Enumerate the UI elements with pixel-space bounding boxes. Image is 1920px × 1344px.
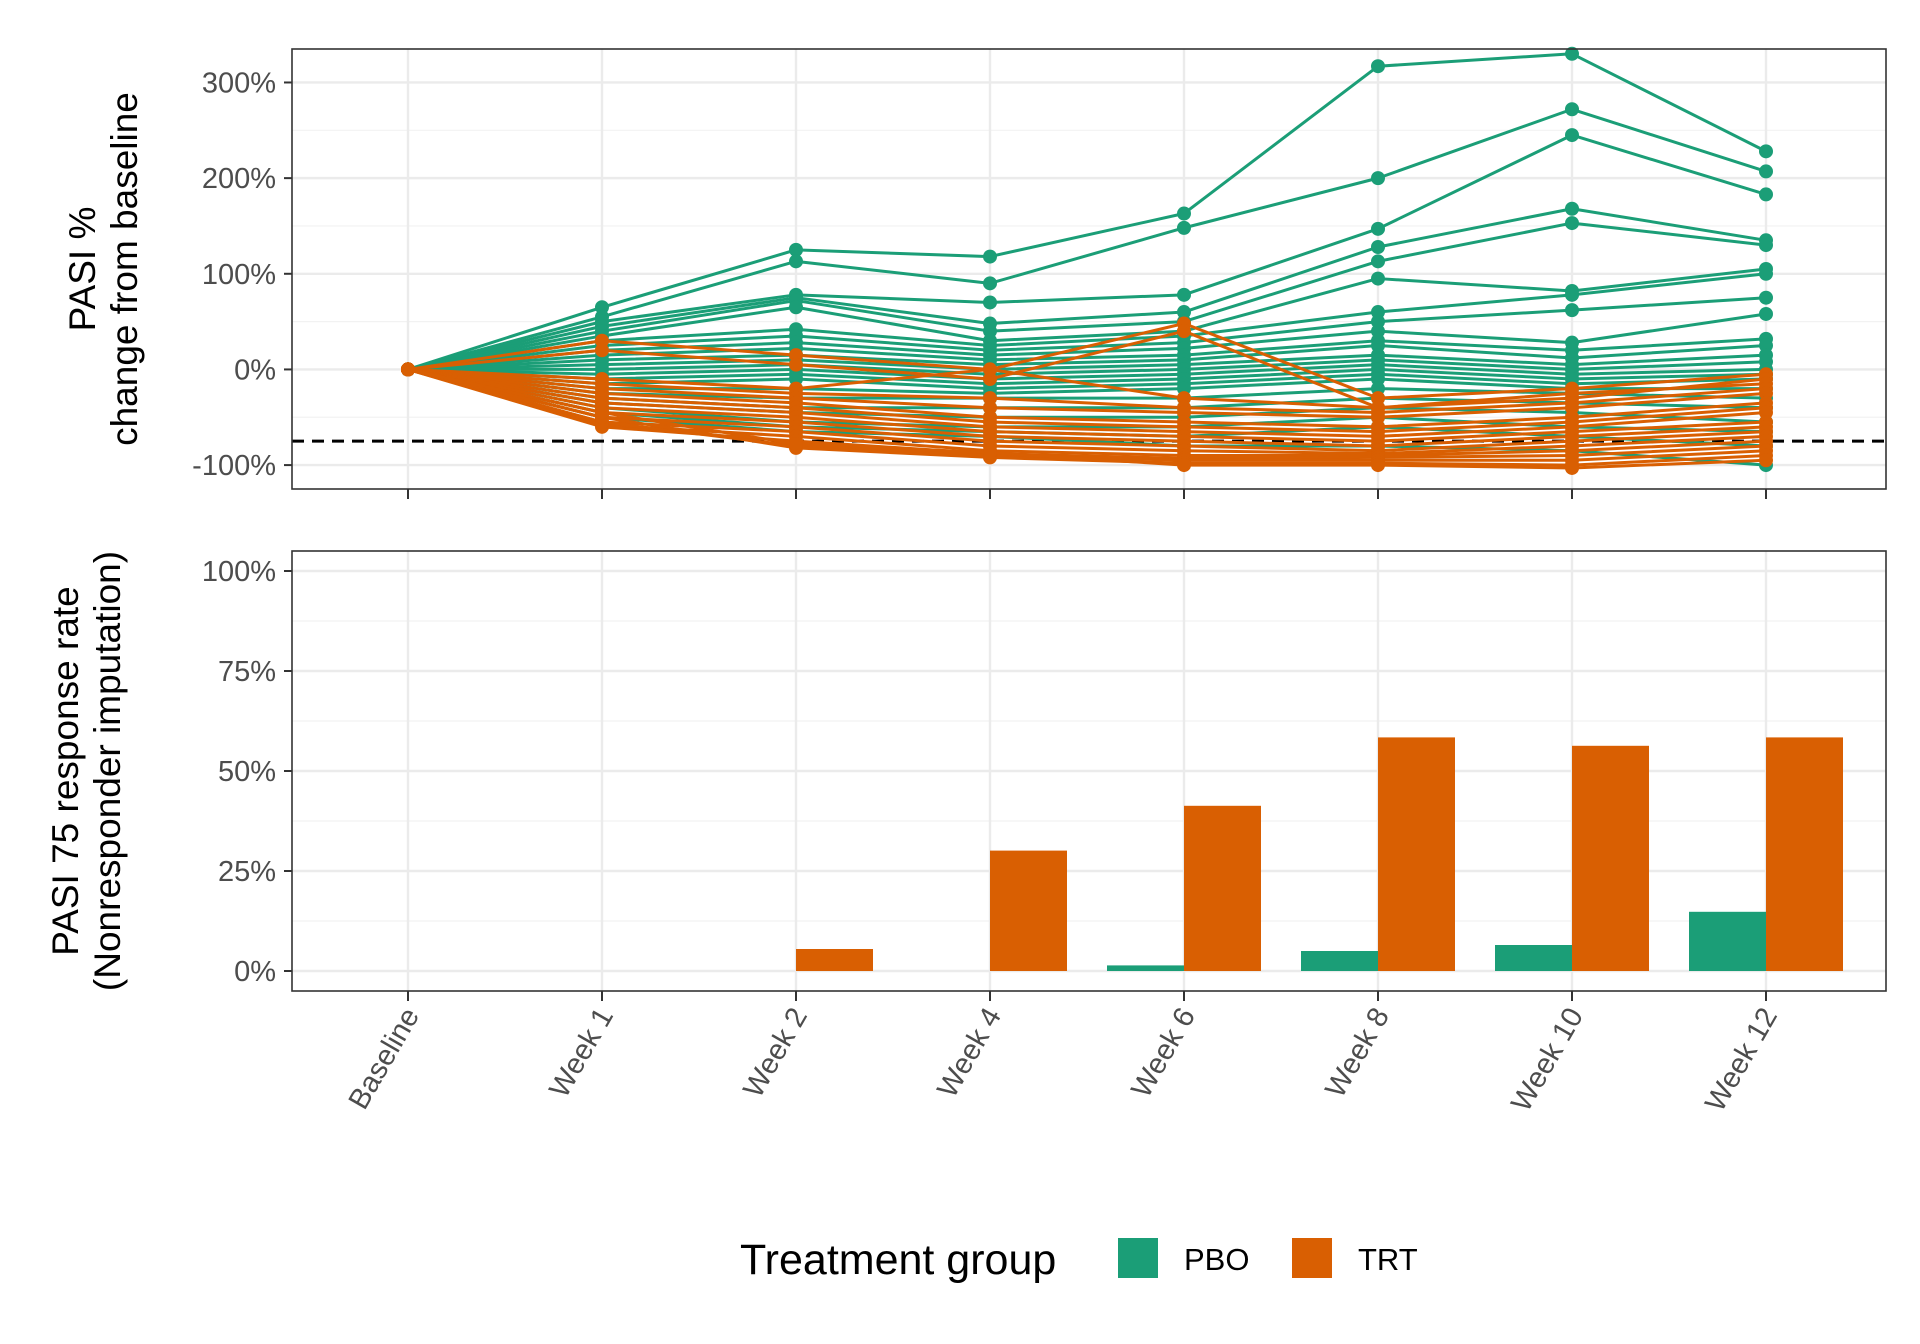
bar-trt: [1572, 746, 1649, 971]
y-tick-label: 100%: [202, 556, 276, 588]
data-point-trt: [789, 358, 803, 372]
data-point-pbo: [983, 250, 997, 264]
line-panel-y-title-line2: change from baseline: [104, 92, 145, 446]
legend-key-trt: [1292, 1238, 1332, 1278]
data-point-pbo: [1371, 254, 1385, 268]
bar-trt: [1766, 737, 1843, 971]
legend-label-trt: TRT: [1358, 1242, 1418, 1277]
data-point-pbo: [1177, 288, 1191, 302]
data-point-pbo: [1565, 202, 1579, 216]
data-point-pbo: [1759, 187, 1773, 201]
data-point-pbo: [1565, 216, 1579, 230]
data-point-trt: [1565, 461, 1579, 475]
bar-trt: [990, 851, 1067, 971]
bar-pbo: [1495, 945, 1572, 971]
data-point-pbo: [1177, 207, 1191, 221]
data-point-pbo: [1759, 291, 1773, 305]
data-point-pbo: [983, 276, 997, 290]
data-point-pbo: [1759, 238, 1773, 252]
bar-trt: [1184, 806, 1261, 971]
data-point-trt: [789, 437, 803, 451]
y-tick-label: 0%: [234, 956, 276, 988]
data-point-pbo: [983, 295, 997, 309]
y-tick-label: 25%: [218, 856, 276, 888]
data-point-pbo: [789, 254, 803, 268]
data-point-pbo: [1759, 307, 1773, 321]
legend-title: Treatment group: [740, 1236, 1056, 1284]
data-point-trt: [983, 362, 997, 376]
line-panel-y-title-line1: PASI %: [62, 207, 103, 332]
bar-pbo: [1689, 912, 1766, 971]
y-tick-label: 50%: [218, 756, 276, 788]
y-tick-label: 0%: [234, 354, 276, 386]
data-point-pbo: [1759, 144, 1773, 158]
data-point-trt: [401, 362, 415, 376]
data-point-pbo: [1371, 240, 1385, 254]
bar-trt: [1378, 737, 1455, 971]
line-panel: -100% 0% 100% 200% 300%: [192, 47, 1886, 499]
bar-pbo: [1301, 951, 1378, 971]
y-tick-label: -100%: [192, 450, 276, 482]
legend-label-pbo: PBO: [1184, 1242, 1249, 1277]
data-point-trt: [595, 405, 609, 419]
data-point-pbo: [789, 300, 803, 314]
data-point-trt: [983, 446, 997, 460]
data-point-pbo: [1371, 272, 1385, 286]
data-point-pbo: [1565, 288, 1579, 302]
bar-panel-y-title-line1: PASI 75 response rate: [45, 586, 86, 956]
data-point-pbo: [1759, 267, 1773, 281]
bar-trt: [796, 949, 873, 971]
legend-key-pbo: [1118, 1238, 1158, 1278]
data-point-pbo: [1371, 222, 1385, 236]
data-point-trt: [1177, 458, 1191, 472]
data-point-pbo: [1371, 171, 1385, 185]
y-tick-label: 200%: [202, 163, 276, 195]
bar-pbo: [1107, 965, 1184, 971]
data-point-pbo: [1177, 221, 1191, 235]
data-point-pbo: [1371, 59, 1385, 73]
y-tick-label: 75%: [218, 656, 276, 688]
data-point-trt: [1177, 324, 1191, 338]
data-point-trt: [595, 343, 609, 357]
data-point-pbo: [1565, 102, 1579, 116]
data-point-trt: [1759, 453, 1773, 467]
data-point-pbo: [1759, 164, 1773, 178]
bar-panel-y-title-line2: (Nonresponder imputation): [87, 551, 128, 991]
data-point-pbo: [1565, 128, 1579, 142]
y-tick-label: 100%: [202, 259, 276, 291]
data-point-trt: [1371, 458, 1385, 472]
y-tick-label: 300%: [202, 67, 276, 99]
data-point-pbo: [1565, 303, 1579, 317]
